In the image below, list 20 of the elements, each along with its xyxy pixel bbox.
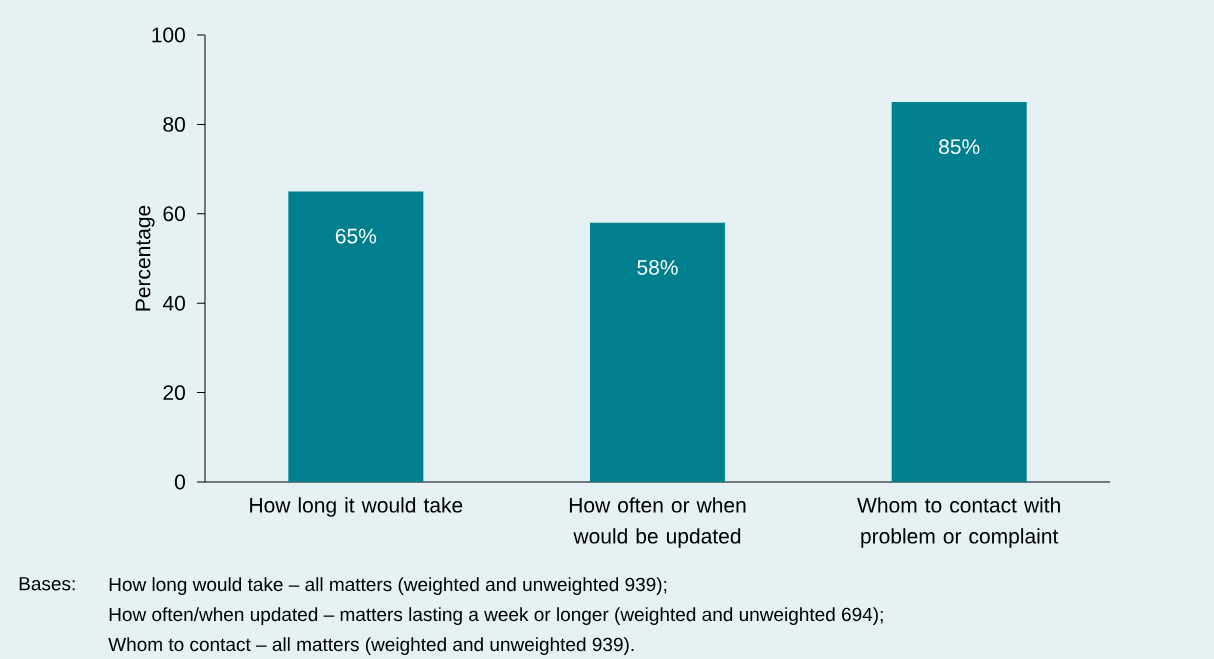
y-tick-label: 20	[163, 385, 185, 401]
x-tick-label: How long it would take	[250, 497, 463, 517]
data-label: 58%	[637, 259, 678, 275]
bar	[891, 102, 1027, 482]
bar	[590, 222, 726, 482]
text: Bases:	[19, 577, 75, 591]
y-axis-title: Percentage	[135, 205, 155, 311]
y-tick-label: 0	[174, 474, 185, 490]
y-tick-label: 80	[163, 116, 185, 132]
y-tick-label: 100	[152, 27, 185, 43]
data-label: 85%	[939, 139, 980, 155]
y-tick-label: 40	[162, 295, 185, 311]
text: How long would take – all matters (weighted and unweighted 939);	[109, 577, 667, 595]
text: How often/when updated – matters lasting a week or longer (weighted and unweighted 694);	[109, 607, 883, 625]
x-tick-label: Whom to contact with problem or complaint	[857, 497, 1060, 548]
text: Whom to contact – all matters (weighted and unweighted 939).	[108, 637, 634, 655]
x-tick-label: How often or when would be updated	[569, 497, 746, 548]
data-label: 65%	[335, 228, 377, 244]
y-tick-label: 60	[163, 206, 185, 222]
bar	[288, 191, 424, 482]
